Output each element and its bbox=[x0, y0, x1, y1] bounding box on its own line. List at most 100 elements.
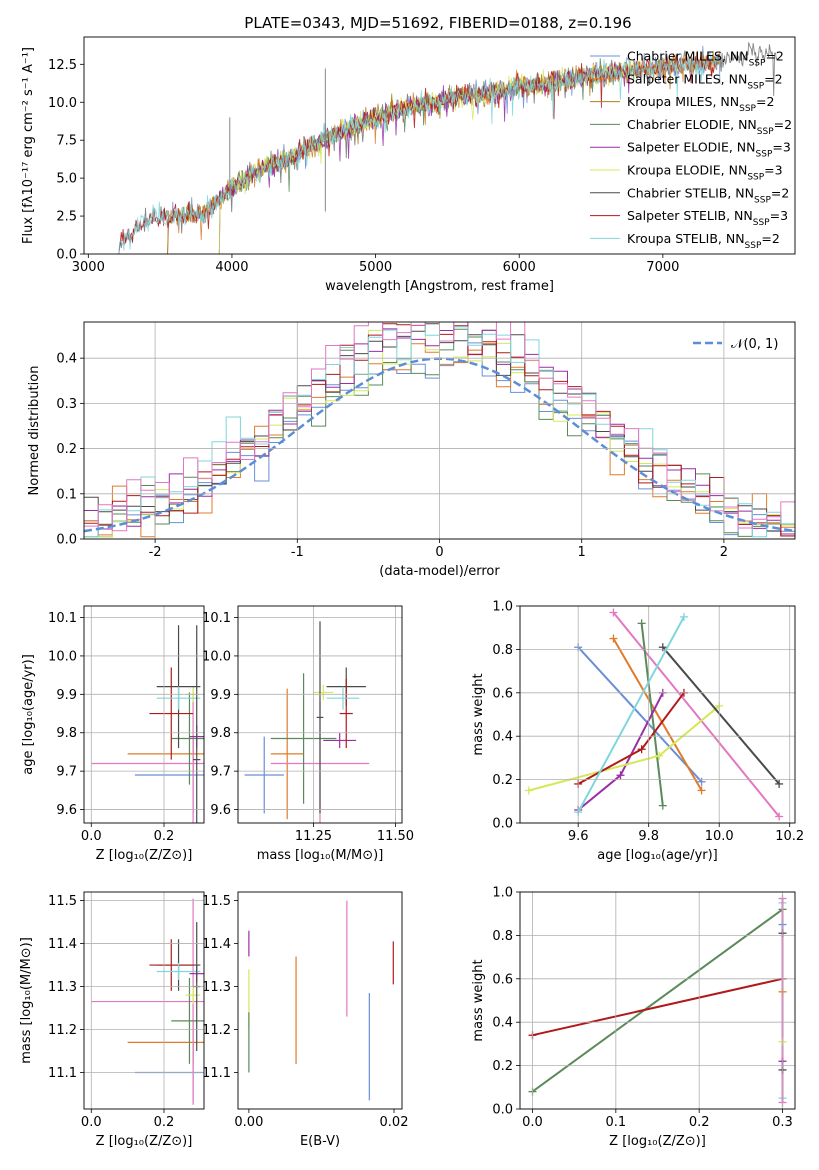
x-axis-label: Z [log₁₀(Z/Z⊙)] bbox=[96, 848, 193, 863]
x-axis-label: Z [log₁₀(Z/Z⊙)] bbox=[609, 1134, 706, 1149]
legend-label: Chabrier STELIB, NNSSP=2 bbox=[627, 185, 789, 205]
legend-label: Salpeter ELODIE, NNSSP=3 bbox=[627, 140, 791, 160]
y-tick-label: 10.1 bbox=[48, 611, 77, 626]
y-tick-label: 0.3 bbox=[56, 397, 77, 412]
x-tick-label: 7000 bbox=[646, 260, 679, 275]
y-tick-label: 11.2 bbox=[48, 1023, 77, 1038]
x-tick-label: 4000 bbox=[215, 260, 248, 275]
x-tick-label: -1 bbox=[291, 545, 304, 560]
y-axis-label: mass [log₁₀(M/M⊙)] bbox=[19, 937, 34, 1064]
x-tick-label: 0.2 bbox=[154, 829, 175, 844]
chart-age_vs_mass: 11.25 11.50 9.6 9.7 9.8 9.9 10.0 10.1 mass [log₁… bbox=[202, 605, 414, 863]
plots-container: 3000 4000 5000 6000 70000.02.55.07.510.012.5… bbox=[19, 36, 804, 1149]
y-tick-label: 10.0 bbox=[202, 649, 231, 664]
plot-area bbox=[248, 900, 394, 1101]
y-axis-label: Normed distribution bbox=[27, 366, 42, 496]
y-tick-label: 7.5 bbox=[56, 134, 77, 149]
figure-title: PLATE=0343, MJD=51692, FIBERID=0188, z=0… bbox=[244, 14, 631, 32]
chart-residuals: -2 -1 0 1 2 0.0 0.1 0.2 0.3 0.4 (data-model)/error… bbox=[27, 321, 796, 579]
weight-line bbox=[531, 908, 784, 1093]
chart-weight_vs_age: 9.6 9.8 10.0 10.2 0.0 0.2 0.4 0.6 0.8 1.0 age [log… bbox=[471, 600, 804, 864]
x-tick-label: 9.6 bbox=[568, 829, 589, 844]
x-tick-label: 2 bbox=[720, 545, 728, 560]
legend-label: 𝒩(0, 1) bbox=[731, 337, 778, 352]
y-axis-label: mass weight bbox=[471, 959, 486, 1041]
plot-area bbox=[91, 625, 204, 823]
plot-area bbox=[528, 894, 787, 1107]
y-tick-label: 0.0 bbox=[56, 533, 77, 548]
weight-line bbox=[528, 705, 720, 792]
y-tick-label: 9.7 bbox=[210, 765, 231, 780]
y-tick-label: 1.0 bbox=[492, 886, 513, 901]
y-tick-label: 0.1 bbox=[56, 487, 77, 502]
x-tick-label: 0.02 bbox=[380, 1115, 409, 1130]
y-tick-label: 0.2 bbox=[56, 442, 77, 457]
y-tick-label: 0.8 bbox=[492, 643, 513, 658]
chart-mass_vs_EBV: 0.00 0.02 11.1 11.2 11.3 11.4 11.5 E(B-V) bbox=[202, 891, 409, 1149]
axes-frame bbox=[519, 891, 796, 1110]
x-tick-label: 11.25 bbox=[295, 829, 332, 844]
y-tick-label: 11.5 bbox=[48, 894, 77, 909]
y-tick-label: 0.4 bbox=[492, 1016, 513, 1031]
x-tick-label: 0.2 bbox=[154, 1115, 175, 1130]
weight-line bbox=[577, 692, 685, 785]
y-tick-label: 10.1 bbox=[202, 611, 231, 626]
y-tick-label: 11.5 bbox=[202, 894, 231, 909]
y-tick-label: 0.0 bbox=[492, 1103, 513, 1118]
legend-label: Salpeter STELIB, NNSSP=3 bbox=[627, 208, 788, 228]
spectrum-line bbox=[117, 51, 721, 254]
y-tick-label: 0.4 bbox=[56, 352, 77, 367]
y-tick-label: 12.5 bbox=[48, 58, 77, 73]
y-tick-label: 0.0 bbox=[492, 817, 513, 832]
plot-area bbox=[117, 42, 778, 254]
plot-area bbox=[524, 608, 784, 821]
chart-spectrum: 3000 4000 5000 6000 7000 0.0 2.5 5.0 7.5 10.0 12.5… bbox=[21, 36, 796, 294]
x-tick-label: 3000 bbox=[72, 260, 105, 275]
y-tick-label: 11.2 bbox=[202, 1023, 231, 1038]
x-axis-label: Z [log₁₀(Z/Z⊙)] bbox=[96, 1134, 193, 1149]
weight-line bbox=[577, 692, 664, 811]
x-tick-label: 0 bbox=[435, 545, 443, 560]
y-tick-label: 0.8 bbox=[492, 929, 513, 944]
x-tick-label: 0.2 bbox=[689, 1115, 710, 1130]
y-tick-label: 9.6 bbox=[56, 803, 77, 818]
x-tick-label: 1 bbox=[578, 545, 586, 560]
y-tick-label: 9.9 bbox=[56, 688, 77, 703]
plot-area bbox=[91, 898, 204, 1105]
x-tick-label: 0.3 bbox=[772, 1115, 793, 1130]
chart-mass_vs_Z: 0.0 0.2 11.1 11.2 11.3 11.4 11.5 Z [log₁₀(Z/Z⊙)… bbox=[19, 891, 205, 1149]
y-tick-label: 0.6 bbox=[492, 686, 513, 701]
legend-label: Chabrier MILES, NNSSP=2 bbox=[627, 49, 784, 69]
y-tick-label: 11.4 bbox=[48, 937, 77, 952]
weight-line bbox=[662, 646, 780, 785]
x-tick-label: 0.1 bbox=[605, 1115, 626, 1130]
chart-age_vs_Z: 0.0 0.2 9.6 9.7 9.8 9.9 10.0 10.1 Z [log₁₀(Z/Z⊙)… bbox=[21, 605, 205, 863]
y-tick-label: 11.3 bbox=[202, 980, 231, 995]
x-tick-label: 0.00 bbox=[234, 1115, 263, 1130]
y-tick-label: 11.4 bbox=[202, 937, 231, 952]
y-axis-label: Flux [fλ10⁻¹⁷ erg cm⁻² s⁻¹ A⁻¹] bbox=[21, 47, 36, 244]
x-tick-label: 0.0 bbox=[522, 1115, 543, 1130]
y-tick-label: 1.0 bbox=[492, 600, 513, 615]
y-tick-label: 2.5 bbox=[56, 210, 77, 225]
y-tick-label: 0.6 bbox=[492, 972, 513, 987]
y-tick-label: 9.8 bbox=[210, 726, 231, 741]
y-axis-label: mass weight bbox=[471, 673, 486, 755]
y-tick-label: 10.0 bbox=[48, 96, 77, 111]
y-tick-label: 0.0 bbox=[56, 248, 77, 263]
weight-line bbox=[577, 646, 703, 783]
x-axis-label: E(B-V) bbox=[300, 1134, 340, 1149]
weight-line bbox=[612, 637, 703, 792]
legend-label: Salpeter MILES, NNSSP=2 bbox=[627, 71, 783, 91]
x-tick-label: 10.0 bbox=[705, 829, 734, 844]
x-axis-label: wavelength [Angstrom, rest frame] bbox=[325, 279, 554, 294]
x-tick-label: 11.50 bbox=[377, 829, 414, 844]
x-tick-label: 5000 bbox=[359, 260, 392, 275]
y-tick-label: 0.4 bbox=[492, 730, 513, 745]
axes-frame bbox=[519, 605, 796, 824]
x-tick-label: 0.0 bbox=[81, 1115, 102, 1130]
axes-frame bbox=[83, 605, 205, 824]
axes-frame bbox=[83, 891, 205, 1110]
